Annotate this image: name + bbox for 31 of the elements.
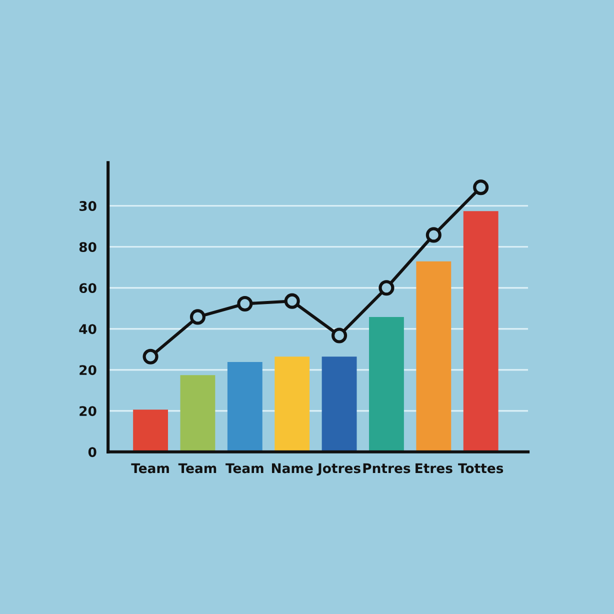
bar	[463, 211, 498, 452]
x-tick-label: Jotres	[316, 463, 360, 476]
point	[237, 296, 253, 312]
point	[332, 328, 348, 344]
bar	[180, 375, 216, 452]
text: 20	[80, 365, 96, 376]
x-tick-label: Pntres	[363, 463, 410, 474]
text: 40	[79, 324, 96, 334]
bar	[227, 362, 262, 452]
text: 0	[88, 447, 96, 458]
x-tick-label: Etres	[416, 463, 452, 474]
point	[284, 293, 300, 309]
text: 80	[79, 242, 96, 252]
point	[473, 180, 489, 196]
bar	[369, 316, 404, 452]
point	[378, 280, 394, 296]
point	[190, 309, 206, 325]
x-tick-label: Team	[226, 463, 264, 474]
bar	[133, 410, 168, 452]
bar	[274, 356, 310, 452]
x-tick-label: Team	[131, 463, 169, 474]
text: 30	[79, 201, 96, 212]
x-tick-label: Team	[178, 463, 216, 474]
x-tick-label: Name	[272, 463, 313, 474]
text: 60	[79, 283, 96, 294]
bar	[322, 356, 357, 452]
x-tick-label: Tottes	[458, 463, 504, 474]
point	[426, 227, 442, 243]
bar	[416, 261, 452, 452]
text: 20	[80, 406, 96, 416]
point	[142, 348, 158, 364]
